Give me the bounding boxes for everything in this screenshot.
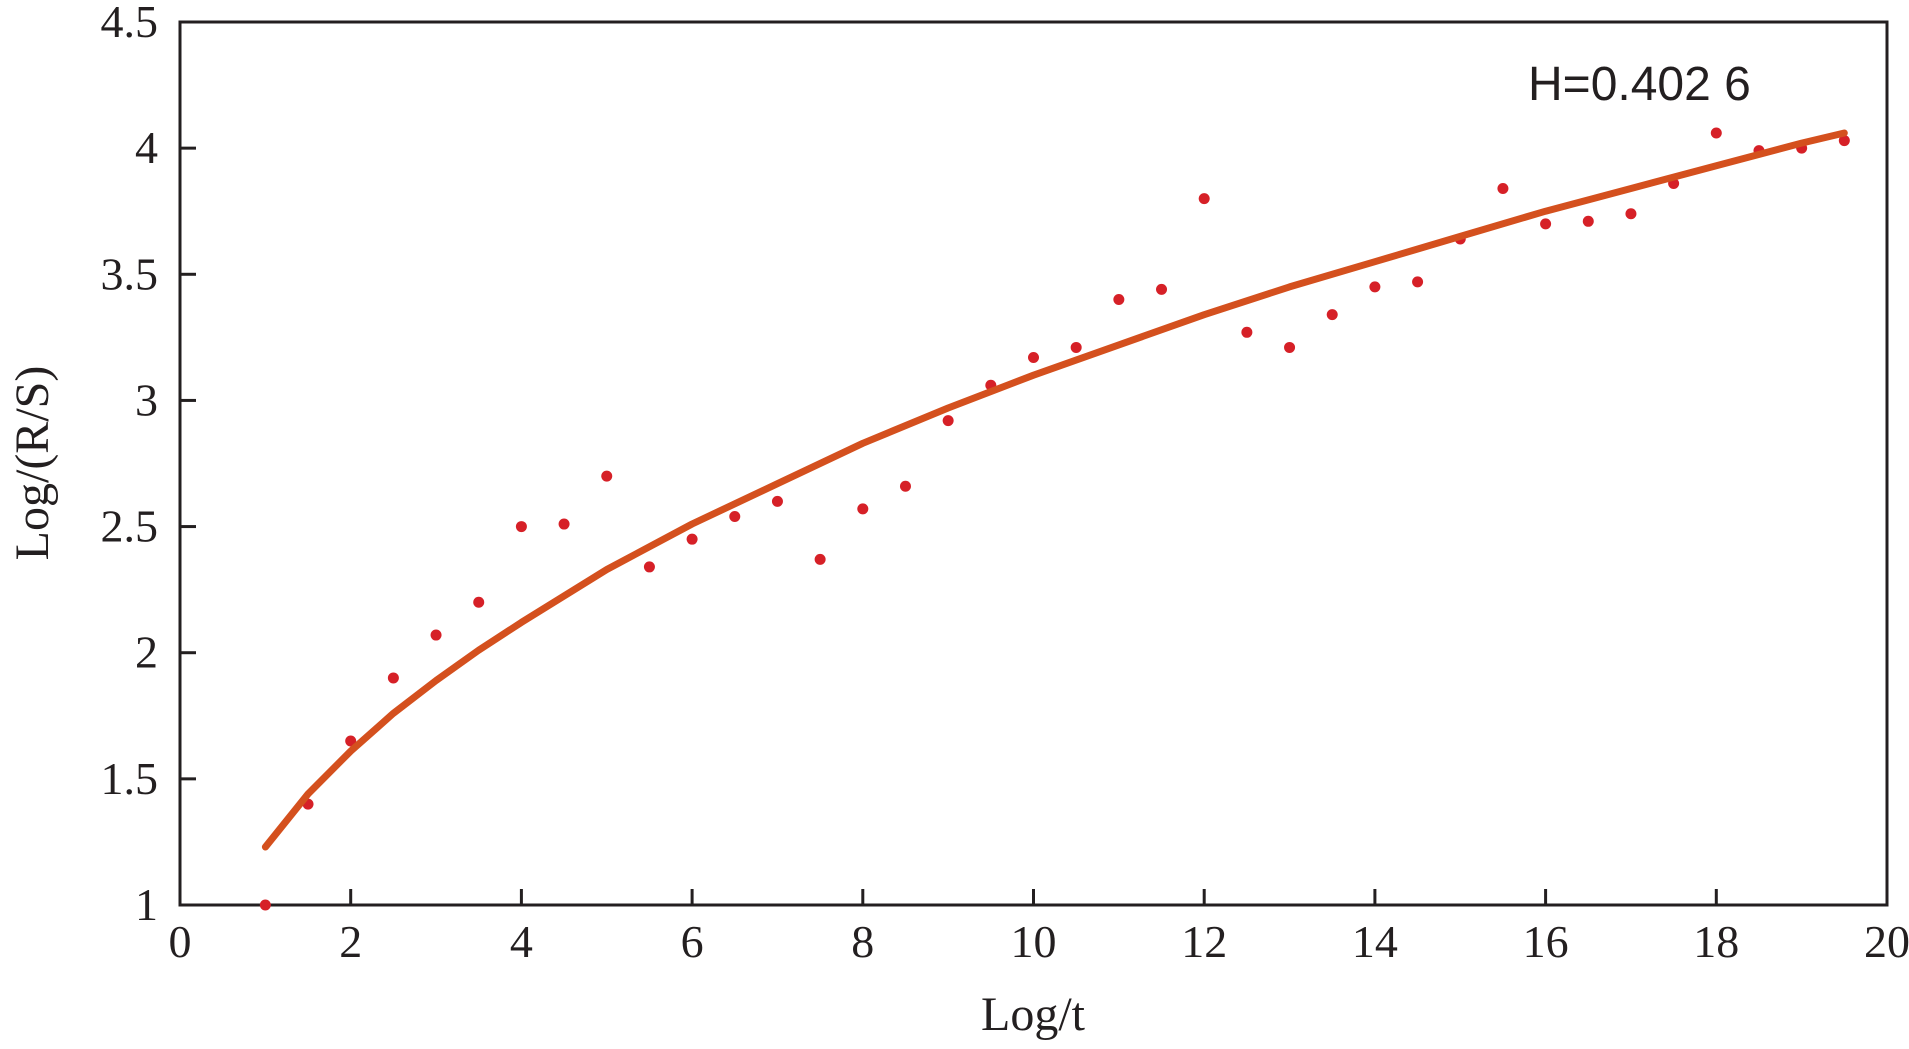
x-tick-label: 18 (1693, 916, 1739, 967)
data-point (1326, 309, 1338, 321)
fit-curve (261, 129, 1848, 851)
y-axis-label: Log/(R/S) (6, 366, 59, 561)
data-point (558, 518, 570, 530)
data-point (1113, 294, 1125, 306)
data-point (430, 629, 442, 641)
x-tick-label: 20 (1864, 916, 1909, 967)
data-point (771, 495, 783, 507)
plot-frame (178, 20, 1889, 907)
x-tick-label: 2 (339, 916, 362, 967)
y-tick-label: 1.5 (101, 753, 159, 804)
data-point (1070, 341, 1082, 353)
y-tick-label: 1 (135, 879, 158, 930)
y-tick-label: 4 (135, 122, 158, 173)
x-tick-label: 10 (1011, 916, 1057, 967)
y-tick-label: 2.5 (101, 501, 159, 552)
data-point (1412, 276, 1424, 288)
data-points (259, 127, 1850, 911)
data-point (1284, 341, 1296, 353)
data-point (259, 899, 271, 911)
y-tick-label: 2 (135, 627, 158, 678)
data-point (1497, 183, 1509, 195)
data-point (1369, 281, 1381, 293)
y-tick-label: 4.5 (101, 0, 159, 47)
data-point (345, 735, 357, 747)
x-tick-label: 16 (1523, 916, 1569, 967)
data-point (1582, 215, 1594, 227)
data-point (473, 596, 485, 608)
data-point (729, 510, 741, 522)
data-point (1540, 218, 1552, 230)
x-tick-label: 0 (169, 916, 192, 967)
data-point (686, 533, 698, 545)
data-point (814, 553, 826, 565)
data-point (515, 521, 527, 533)
x-tick-label: 12 (1181, 916, 1227, 967)
data-point (857, 503, 869, 515)
data-point (899, 480, 911, 492)
data-point (1198, 193, 1210, 205)
data-point (1156, 283, 1168, 295)
y-tick-label: 3.5 (101, 248, 159, 299)
data-point (601, 470, 613, 482)
data-point (942, 415, 954, 427)
x-tick-label: 4 (510, 916, 533, 967)
x-tick-label: 14 (1352, 916, 1398, 967)
y-tick-label: 3 (135, 374, 158, 425)
data-point (1241, 326, 1253, 338)
x-axis-ticks: 0 2 4 6 8 10 12 14 16 18 20 (169, 889, 1909, 967)
data-point (1028, 352, 1039, 364)
data-point (643, 561, 655, 573)
x-tick-label: 6 (681, 916, 704, 967)
data-point (387, 672, 399, 684)
x-axis-label: Log/t (981, 988, 1086, 1041)
x-tick-label: 8 (851, 916, 874, 967)
data-point (1710, 127, 1722, 139)
annotation-hurst: H=0.402 6 (1528, 58, 1751, 111)
data-point (1625, 208, 1637, 220)
y-axis-ticks: 1 1.5 2 2.5 3 3.5 4 4.5 (101, 0, 196, 930)
data-point (1838, 135, 1850, 147)
